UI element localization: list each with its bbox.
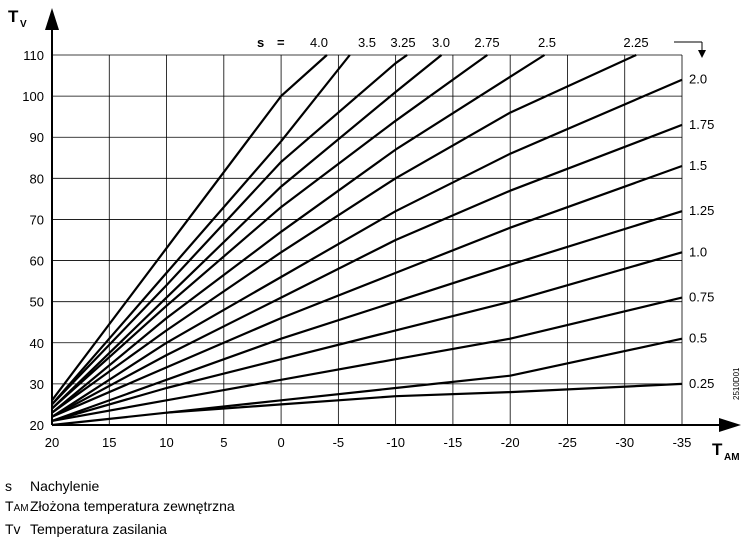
y-tick-label: 80: [30, 171, 44, 186]
y-tick-label: 70: [30, 212, 44, 227]
x-tick-label: -35: [673, 435, 692, 450]
curve-s-3-5: [51, 54, 351, 406]
slope-label-top: 2.75: [474, 35, 499, 50]
curve-s-0-75: [51, 296, 683, 422]
slope-label-right: 1.25: [689, 203, 714, 218]
y-tick-label: 40: [30, 336, 44, 351]
curve-s-1-25: [51, 210, 683, 422]
legend-text: Złożona temperatura zewnętrzna: [30, 498, 235, 514]
x-axis-title-sub: AM: [724, 452, 740, 463]
x-tick-label: 0: [277, 435, 284, 450]
curve-s-2-75: [51, 54, 488, 410]
y-tick-label: 60: [30, 254, 44, 269]
x-tick-label: -30: [615, 435, 634, 450]
slope-label-right: 1.5: [689, 158, 707, 173]
curve-s-2-5: [51, 54, 546, 414]
x-tick-label: 10: [159, 435, 173, 450]
legend-symbol: TAM: [5, 496, 30, 519]
x-tick-label: 15: [102, 435, 116, 450]
curve-s-1-5: [51, 164, 683, 418]
legend-row-tam: TAM Złożona temperatura zewnętrzna: [5, 496, 235, 519]
y-tick-label: 20: [30, 418, 44, 433]
y-tick-label: 100: [22, 89, 44, 104]
y-axis-arrow: [45, 8, 59, 30]
pointer-2-25: [674, 41, 706, 58]
x-tick-label: 5: [220, 435, 227, 450]
x-tick-label: 20: [45, 435, 59, 450]
legend-symbol: Tv: [5, 519, 30, 539]
x-axis-arrow: [719, 418, 741, 432]
x-tick-label: -5: [333, 435, 345, 450]
slope-label-right: 2.0: [689, 72, 707, 87]
slope-labels: s = 4.0 3.5 3.25 3.0 2.75 2.5 2.25 2.0 1.75 1.5 1.…: [257, 35, 714, 391]
x-tick-label: -15: [444, 435, 463, 450]
y-tick-label: 50: [30, 295, 44, 310]
slope-equals: =: [277, 35, 285, 50]
x-tick-label: -10: [386, 435, 405, 450]
curve-s-3-25: [51, 54, 408, 406]
heating-curve-chart: 20 15 10 5 0 -5 -10 -15 -20 -25 -30 -35203040506070…: [8, 7, 741, 463]
legend-text: Temperatura zasilania: [30, 521, 167, 537]
y-axis-title-main: T: [8, 7, 19, 26]
curve-s-4-0: [51, 54, 328, 401]
slope-label-right: 0.5: [689, 331, 707, 346]
curve-s-2-0: [51, 78, 683, 418]
y-axis-title-sub: V: [20, 19, 27, 30]
slope-label-right: 1.0: [689, 244, 707, 259]
y-axis-title: T V: [8, 7, 27, 30]
slope-label-top: 2.25: [623, 35, 648, 50]
tick-labels: 20 15 10 5 0 -5 -10 -15 -20 -25 -30 -35203040506070…: [22, 48, 691, 450]
legend-row-tv: Tv Temperatura zasilania: [5, 519, 235, 539]
legend-symbol-sub: AM: [13, 503, 29, 514]
curve-s-0-5: [51, 337, 683, 427]
slope-label-right: 1.75: [689, 117, 714, 132]
slope-label-top: 4.0: [310, 35, 328, 50]
curve-s-1-75: [51, 123, 683, 418]
x-axis-title: T AM: [712, 440, 740, 463]
curve-s-0-25: [166, 382, 683, 414]
y-tick-label: 90: [30, 130, 44, 145]
slope-label-right: 0.75: [689, 290, 714, 305]
axes: [45, 8, 741, 432]
legend-symbol: s: [5, 476, 30, 496]
slope-label-top: 3.5: [358, 35, 376, 50]
legend-symbol-text: s: [5, 478, 12, 494]
slope-label-right: 0.25: [689, 376, 714, 391]
curve-s-1-0: [51, 251, 683, 422]
legend-symbol-text: T: [5, 498, 14, 514]
legend-symbol-text: Tv: [5, 521, 21, 537]
legend-text: Nachylenie: [30, 478, 100, 494]
curve-s-3-0: [51, 54, 443, 410]
slope-label-top: 3.0: [432, 35, 450, 50]
x-axis-title-main: T: [712, 440, 723, 459]
y-tick-label: 110: [23, 48, 44, 63]
x-tick-label: -20: [501, 435, 520, 450]
figure-code: 2510D01: [732, 367, 741, 400]
slope-label-top: 3.25: [390, 35, 415, 50]
slope-prefix: s: [257, 35, 264, 50]
curve-s-2-25: [51, 53, 637, 414]
y-tick-label: 30: [30, 377, 44, 392]
legend-row-slope: s Nachylenie: [5, 476, 235, 496]
legend: s Nachylenie TAM Złożona temperatura zew…: [5, 476, 235, 539]
slope-label-top: 2.5: [538, 35, 556, 50]
x-tick-label: -25: [558, 435, 577, 450]
curve-group: [51, 53, 683, 427]
pointer-arrow-head: [698, 50, 706, 58]
